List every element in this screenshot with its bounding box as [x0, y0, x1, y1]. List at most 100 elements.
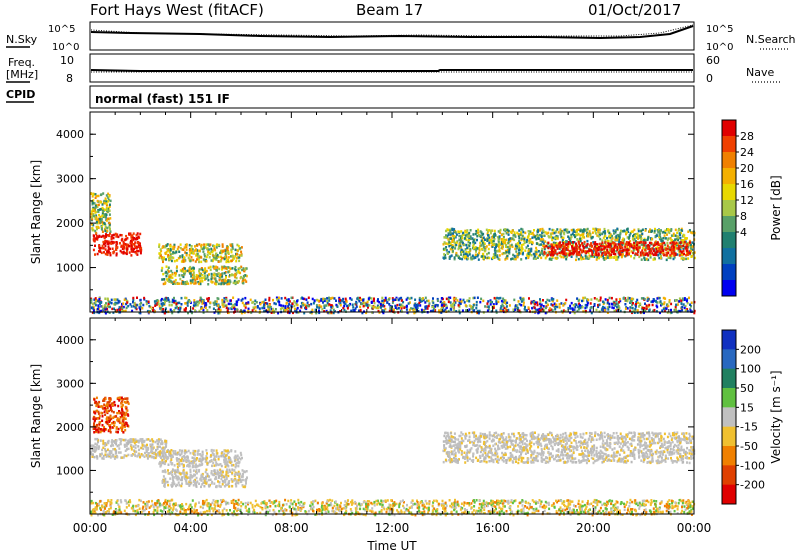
data-cell: [449, 231, 452, 234]
data-cell: [164, 454, 167, 458]
data-cell: [154, 453, 157, 456]
data-cell: [449, 233, 452, 236]
data-cell: [537, 250, 540, 253]
data-cell: [233, 307, 236, 311]
data-cell: [210, 259, 213, 262]
data-cell: [148, 455, 150, 458]
data-cell: [398, 297, 401, 300]
data-cell: [91, 455, 94, 458]
data-cell: [615, 236, 618, 239]
data-cell: [194, 282, 197, 285]
data-cell: [642, 241, 645, 244]
data-cell: [312, 302, 315, 305]
data-cell: [217, 272, 220, 275]
data-cell: [633, 241, 636, 245]
data-cell: [621, 241, 624, 245]
data-cell: [159, 450, 162, 453]
data-cell: [141, 441, 143, 444]
data-cell: [500, 242, 503, 246]
data-cell: [639, 236, 642, 239]
data-cell: [656, 297, 659, 300]
data-cell: [622, 296, 625, 300]
data-cell: [639, 254, 642, 257]
data-cell: [644, 309, 647, 313]
data-cell: [638, 246, 641, 249]
data-cell: [104, 215, 107, 219]
data-cell: [169, 454, 172, 457]
data-cell: [617, 243, 620, 246]
data-cell: [91, 217, 94, 221]
data-cell: [582, 232, 585, 236]
data-cell: [470, 307, 473, 310]
data-cell: [205, 255, 208, 259]
data-cell: [121, 414, 123, 417]
data-cell: [205, 449, 208, 452]
data-cell: [342, 306, 345, 310]
data-cell: [95, 231, 98, 235]
data-cell: [394, 306, 397, 309]
data-cell: [598, 231, 601, 234]
data-cell: [342, 297, 345, 301]
data-cell: [92, 424, 95, 428]
data-cell: [589, 309, 592, 312]
data-cell: [225, 256, 228, 260]
data-cell: [590, 236, 593, 239]
data-cell: [502, 300, 505, 304]
data-cell: [466, 246, 469, 249]
data-cell: [229, 456, 231, 460]
data-cell: [668, 300, 671, 304]
data-cell: [106, 448, 109, 451]
data-cell: [170, 280, 173, 284]
data-cell: [682, 247, 685, 251]
data-cell: [137, 249, 140, 253]
data-cell: [446, 236, 449, 240]
data-cell: [626, 307, 629, 310]
data-cell: [499, 307, 502, 310]
data-cell: [268, 310, 271, 313]
data-cell: [552, 229, 555, 232]
data-cell: [670, 245, 673, 248]
data-cell: [640, 238, 643, 241]
data-cell: [518, 246, 521, 250]
data-cell: [458, 234, 461, 238]
data-cell: [137, 445, 140, 448]
data-cell: [541, 227, 544, 231]
data-cell: [608, 254, 611, 257]
data-cell: [669, 241, 672, 245]
data-cell: [191, 267, 194, 270]
data-cell: [642, 251, 645, 255]
data-cell: [323, 306, 326, 309]
data-cell: [604, 253, 607, 256]
data-cell: [273, 302, 276, 305]
data-cell: [157, 438, 160, 441]
data-cell: [214, 257, 217, 260]
data-cell: [222, 303, 225, 306]
data-cell: [618, 306, 621, 310]
data-cell: [590, 249, 593, 252]
data-cell: [531, 241, 534, 245]
data-cell: [468, 236, 471, 240]
data-cell: [108, 416, 110, 419]
data-cell: [100, 301, 103, 304]
data-cell: [475, 306, 478, 310]
data-cell: [125, 238, 128, 241]
data-cell: [117, 299, 120, 303]
data-cell: [413, 304, 416, 307]
data-cell: [552, 297, 555, 301]
data-cell: [242, 267, 245, 270]
data-cell: [637, 301, 639, 305]
data-cell: [658, 247, 661, 250]
data-cell: [526, 254, 529, 257]
data-cell: [588, 254, 591, 257]
data-cell: [579, 304, 581, 307]
data-cell: [658, 235, 661, 239]
data-cell: [176, 465, 179, 469]
data-cell: [630, 244, 633, 248]
data-cell: [615, 250, 618, 253]
data-cell: [605, 243, 607, 247]
data-cell: [439, 300, 442, 304]
data-cell: [142, 303, 145, 307]
data-cell: [675, 237, 678, 241]
data-cell: [652, 258, 655, 261]
